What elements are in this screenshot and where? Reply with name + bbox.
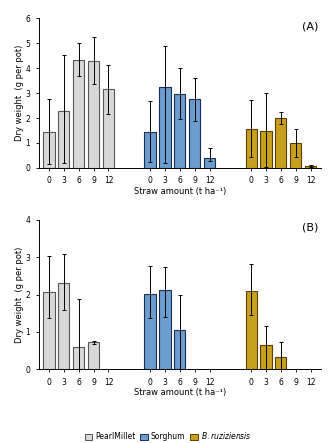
Bar [144,294,156,369]
Bar [260,131,271,168]
Bar [43,132,54,168]
Bar [189,99,200,168]
Bar [88,342,99,369]
Bar [204,159,215,168]
Text: (B): (B) [302,223,318,233]
Bar [73,59,84,168]
X-axis label: Straw amount (t ha⁻¹): Straw amount (t ha⁻¹) [134,187,226,195]
Bar [88,61,99,168]
Bar [73,347,84,369]
Text: (A): (A) [302,22,318,31]
Bar [275,358,287,369]
Bar [174,330,185,369]
Bar [246,291,257,369]
Y-axis label: Dry weight  (g per pot): Dry weight (g per pot) [15,45,24,141]
Bar [58,111,70,168]
Bar [43,291,54,369]
Bar [174,93,185,168]
Bar [58,283,70,369]
Bar [305,166,316,168]
Bar [290,143,301,168]
Bar [159,290,170,369]
Bar [246,128,257,168]
Bar [103,89,114,168]
X-axis label: Straw amount (t ha⁻¹): Straw amount (t ha⁻¹) [134,388,226,397]
Legend: PearlMillet, Sorghum, $B. ruziziensis$: PearlMillet, Sorghum, $B. ruziziensis$ [82,428,254,443]
Bar [275,118,287,168]
Y-axis label: Dry weight  (g per pot): Dry weight (g per pot) [15,246,24,343]
Bar [159,87,170,168]
Bar [260,345,271,369]
Bar [144,132,156,168]
